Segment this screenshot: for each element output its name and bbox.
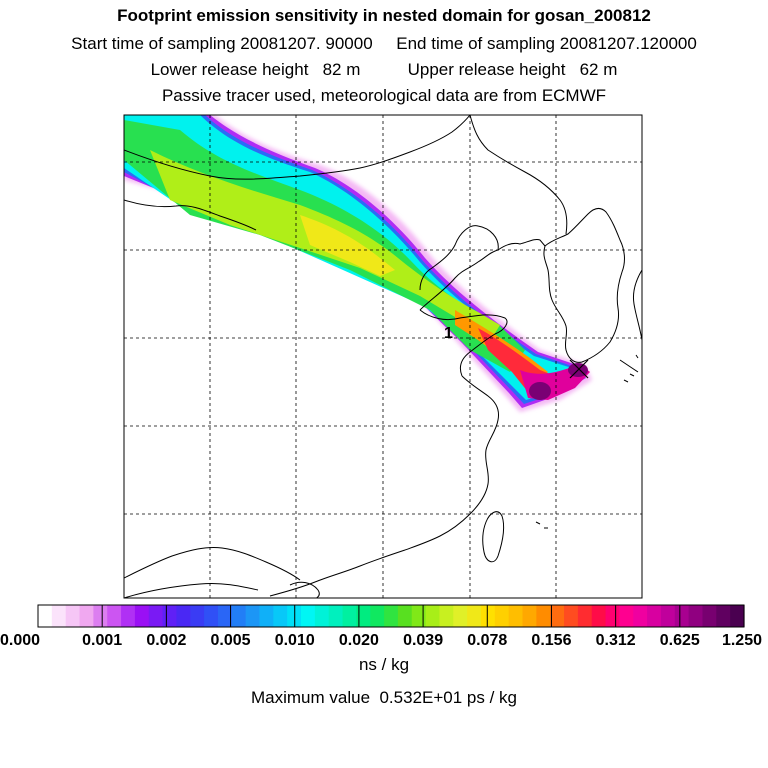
japan-coast	[619, 269, 642, 373]
colorbar-cell	[273, 605, 288, 627]
colorbar-cell	[688, 605, 704, 627]
colorbar-tick-label: 0.000	[0, 632, 40, 649]
islands-south-korea	[535, 354, 639, 529]
plume-layer	[124, 115, 592, 412]
receptor-marker-icon	[569, 359, 589, 379]
border-north	[124, 199, 257, 231]
colorbar-cell	[162, 605, 178, 627]
colorbar-cell	[397, 605, 413, 627]
border-southwest	[124, 547, 301, 581]
colorbar-tick-label: 0.156	[531, 632, 571, 649]
border-northeast	[469, 115, 568, 235]
map-frame	[123, 114, 643, 599]
coastline-layer	[124, 115, 642, 598]
colorbar-cell	[730, 605, 745, 627]
coastline-liaoning	[419, 225, 499, 291]
colorbar-cell	[107, 605, 122, 627]
colorbar-cell	[51, 605, 67, 627]
colorbar-cell	[245, 605, 261, 627]
colorbar-cell	[453, 605, 468, 627]
colorbar-tick-labels: 0.000 0.001 0.002 0.005 0.010 0.020 0.039 0.078…	[0, 632, 762, 649]
colorbar-cell	[134, 605, 150, 627]
map-title: Footprint emission sensitivity in nested…	[117, 6, 651, 25]
colorbar-cell	[605, 605, 621, 627]
plume-band-yellow	[300, 215, 395, 276]
colorbar-cell	[231, 605, 247, 627]
plume-core-dark	[529, 382, 551, 400]
graticule	[124, 115, 642, 598]
colorbar-cell	[716, 605, 731, 627]
colorbar-cell	[79, 605, 94, 627]
colorbar-cell	[38, 605, 53, 627]
colorbar-cell	[577, 605, 593, 627]
colorbar: 0.000 0.001 0.002 0.005 0.010 0.020 0.039 0.078…	[0, 604, 762, 649]
colorbar-cell	[647, 605, 662, 627]
colorbar-cell	[204, 605, 219, 627]
tracer-info-line: Passive tracer used, meteorological data…	[161, 86, 607, 105]
coastline-south-china	[269, 549, 406, 597]
colorbar-cell	[411, 605, 427, 627]
colorbar-cell	[439, 605, 454, 627]
colorbar-cell	[522, 605, 537, 627]
colorbar-cell	[480, 605, 496, 627]
colorbar-tick-label: 0.625	[660, 632, 700, 649]
colorbar-tick-label: 1.250	[722, 632, 762, 649]
border-southwest-2	[124, 583, 259, 598]
colorbar-cell	[550, 605, 565, 627]
colorbar-cell	[660, 605, 676, 627]
colorbar-cell	[702, 605, 717, 627]
colorbar-tick-label: 0.312	[596, 632, 636, 649]
colorbar-cell	[148, 605, 164, 627]
colorbar-tick-label: 0.078	[467, 632, 507, 649]
coastline-shandong	[419, 309, 508, 377]
hainan-coast	[289, 581, 320, 598]
colorbar-tick-label: 0.002	[146, 632, 186, 649]
colorbar-tick-label: 0.005	[211, 632, 251, 649]
colorbar-cell	[425, 605, 441, 627]
border-mongolia	[124, 115, 471, 180]
colorbar-cell	[314, 605, 330, 627]
coastline-bohai	[419, 239, 546, 311]
colorbar-cell	[190, 605, 205, 627]
colorbar-cell	[384, 605, 399, 627]
coastline-east-china	[404, 375, 499, 551]
colorbar-cell	[121, 605, 136, 627]
maximum-value-label: Maximum value 0.532E+01 ps / kg	[251, 688, 517, 707]
colorbar-tick-label: 0.039	[403, 632, 443, 649]
release-height-line: Lower release height 82 m Upper release …	[150, 60, 618, 79]
colorbar-cell	[370, 605, 385, 627]
colorbar-cell	[342, 605, 357, 627]
colorbar-unit-label: ns / kg	[358, 655, 410, 674]
colorbar-cell	[536, 605, 551, 627]
sampling-time-line: Start time of sampling 20081207. 90000 E…	[71, 34, 697, 53]
colorbar-cell	[259, 605, 274, 627]
colorbar-tick-label: 0.010	[275, 632, 315, 649]
colorbar-cells	[38, 605, 745, 627]
colorbar-tick-label: 0.020	[339, 632, 379, 649]
colorbar-cell	[356, 605, 371, 627]
colorbar-cell	[494, 605, 510, 627]
colorbar-cell	[217, 605, 233, 627]
receptor-label: 1	[444, 325, 453, 342]
colorbar-tick-marks	[37, 605, 745, 627]
colorbar-cell	[674, 605, 690, 627]
colorbar-cell	[564, 605, 579, 627]
korea-peninsula	[543, 207, 625, 363]
colorbar-cell	[508, 605, 524, 627]
colorbar-cell	[301, 605, 316, 627]
colorbar-cell	[93, 605, 108, 627]
colorbar-cell	[467, 605, 482, 627]
taiwan-island	[482, 511, 505, 563]
colorbar-cell	[591, 605, 607, 627]
colorbar-cell	[619, 605, 634, 627]
colorbar-cell	[176, 605, 191, 627]
colorbar-cell	[65, 605, 81, 627]
colorbar-cell	[328, 605, 344, 627]
colorbar-tick-label: 0.001	[82, 632, 122, 649]
colorbar-cell	[633, 605, 648, 627]
